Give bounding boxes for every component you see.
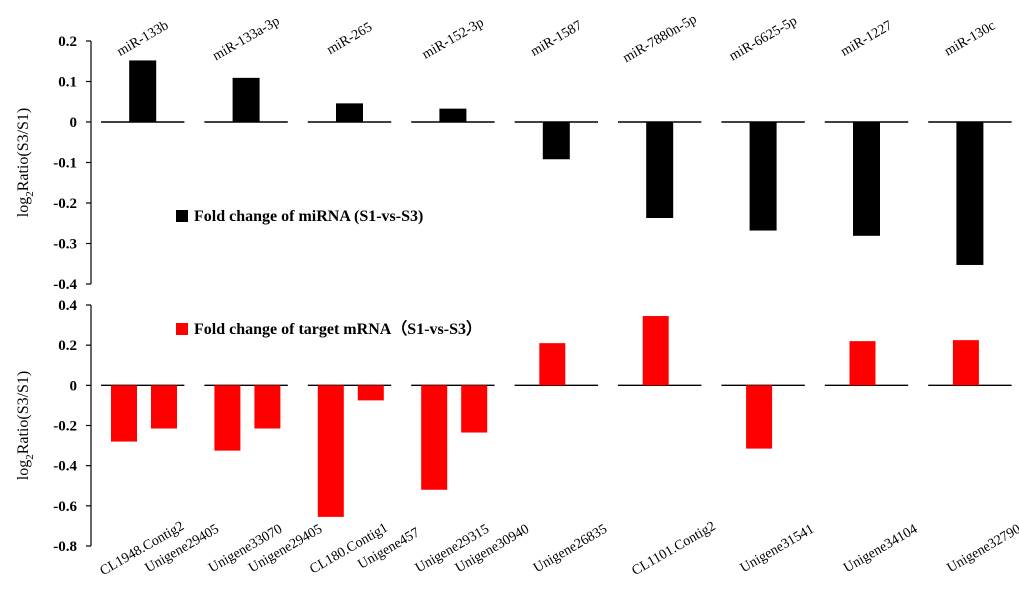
mrna-bar	[151, 385, 177, 429]
bottom-y-tick-label: 0.4	[58, 298, 77, 314]
top-y-axis-label: log2Ratio(S3/S1)	[15, 108, 36, 218]
top-y-tick-label: 0.1	[58, 75, 77, 91]
mirna-bar	[129, 60, 157, 122]
mirna-label: miR-1587	[528, 18, 585, 59]
mrna-label: Unigene26835	[531, 522, 610, 576]
mirna-bar	[439, 108, 467, 122]
mrna-bar	[642, 316, 669, 386]
mirna-label: miR-6625-5p	[727, 14, 800, 65]
mirna-bar	[542, 122, 570, 160]
legend-mirna-swatch	[176, 210, 188, 222]
mirna-label: miR-1227	[838, 18, 895, 59]
mirna-bar	[749, 122, 777, 231]
mirna-label: miR-133a-3p	[210, 14, 282, 64]
mrna-bar	[952, 340, 979, 386]
top-y-tick-label: -0.3	[53, 237, 77, 253]
bottom-y-tick-label: -0.4	[53, 459, 77, 475]
top-y-tick-label: 0.2	[58, 34, 77, 50]
mirna-label: miR-133b	[115, 18, 172, 59]
mirna-bar	[956, 122, 984, 265]
top-panel: 0.2 0.1 0 -0.1 -0.2 -0.3 -0.4 log2Ratio(S3/S1) m…	[15, 12, 1012, 293]
mrna-bar	[111, 385, 137, 442]
mrna-label: Unigene31541	[738, 522, 817, 576]
mrna-label: Unigene32790	[945, 522, 1019, 576]
mrna-bar	[461, 385, 488, 433]
mirna-label: miR-130c	[942, 18, 998, 59]
mrna-bar	[849, 341, 876, 386]
bottom-y-tick-label: -0.2	[53, 419, 77, 435]
bottom-y-tick-label: 0	[70, 378, 78, 394]
mrna-bar	[254, 385, 281, 429]
mrna-bar	[214, 385, 241, 451]
mirna-bar	[336, 103, 363, 122]
mrna-label: Unigene34104	[841, 522, 920, 576]
top-y-tick-label: 0	[70, 115, 78, 131]
mrna-bar	[746, 385, 773, 449]
mrna-bar	[317, 385, 344, 517]
mirna-label: miR-265	[324, 20, 375, 58]
mirna-bar	[853, 122, 880, 236]
mrna-bar	[421, 385, 448, 490]
legend-mrna-label: Fold change of target mRNA（S1-vs-S3）	[194, 320, 482, 338]
top-y-tick-label: -0.1	[53, 156, 77, 172]
mirna-bar	[646, 122, 674, 218]
bottom-y-tick-label: 0.2	[58, 338, 77, 354]
mrna-bar	[539, 343, 566, 386]
mrna-bar	[357, 385, 384, 401]
bottom-panel: 0.4 0.2 0 -0.2 -0.4 -0.6 -0.8 log2Ratio(S3/S1) C…	[15, 298, 1019, 579]
bottom-y-tick-label: -0.8	[53, 539, 77, 555]
mirna-bar	[232, 77, 260, 122]
top-y-tick-label: -0.2	[53, 196, 77, 212]
legend-mirna-label: Fold change of miRNA (S1-vs-S3)	[194, 208, 423, 225]
bottom-y-axis-label: log2Ratio(S3/S1)	[15, 371, 36, 481]
mirna-label: miR-152-3p	[420, 15, 487, 62]
mrna-label: CL1101.Contig2	[629, 519, 718, 579]
bottom-y-tick-label: -0.6	[53, 499, 77, 515]
top-y-tick-label: -0.4	[53, 277, 77, 293]
mirna-label: miR-7880n-5p	[620, 12, 699, 66]
legend-mrna-swatch	[176, 323, 188, 335]
